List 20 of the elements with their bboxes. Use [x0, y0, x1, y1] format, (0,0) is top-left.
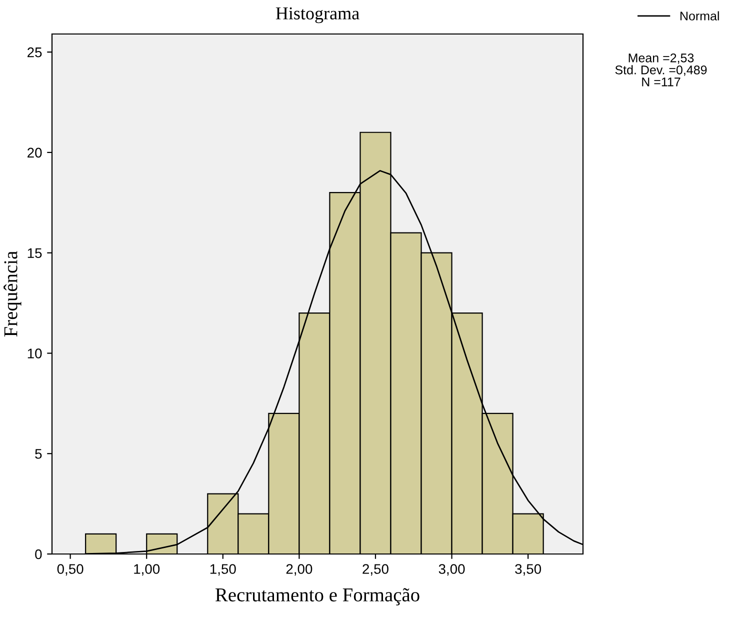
legend-label: Normal [680, 11, 719, 20]
x-tick-label: 1,00 [134, 564, 160, 576]
text: Std. Dev. =0,489 [615, 65, 707, 76]
x-axis-title: Recrutamento e Formação [215, 588, 420, 606]
y-tick-label: 25 [28, 47, 42, 58]
x-tick-label: 2,00 [286, 564, 312, 576]
x-tick-label: 3,00 [438, 564, 465, 576]
x-tick-label: 2,50 [362, 564, 388, 576]
y-tick-label: 10 [28, 348, 42, 358]
text: Mean =2,53 [628, 54, 694, 64]
x-tick-label: 1,50 [210, 564, 236, 576]
x-tick-label: 0,50 [57, 564, 84, 576]
x-tick-label: 3,50 [515, 564, 542, 576]
text: N =117 [642, 78, 680, 86]
y-axis-title: Frequência [4, 251, 22, 337]
y-tick-label: 5 [35, 449, 42, 459]
y-tick-label: 15 [28, 248, 42, 258]
y-tick-label: 0 [35, 549, 42, 560]
y-tick-label: 20 [28, 148, 42, 158]
chart-title: Histograma [276, 7, 360, 24]
